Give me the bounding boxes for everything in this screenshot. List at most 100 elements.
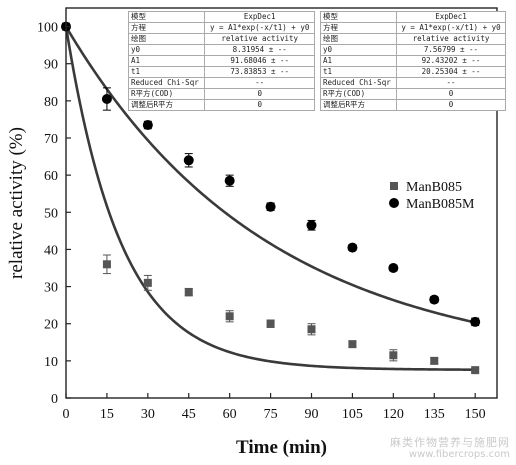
- fit-table-key: Reduced Chi-Sqr: [127, 77, 206, 89]
- point-square: [225, 312, 234, 321]
- fit-table-key: Reduced Chi-Sqr: [320, 77, 397, 89]
- fit-table-manb085: 模型 ExpDec1 方程 y = A1*exp(-x/t1) + y0 绘图 relat…: [320, 11, 507, 111]
- fit-table-row: 模型 ExpDec1: [127, 11, 315, 23]
- x-tick-label: 30: [141, 407, 155, 422]
- fit-table-value: relative activity: [395, 33, 507, 45]
- x-tick-label: 105: [342, 407, 363, 422]
- x-tick-label: 75: [264, 407, 278, 422]
- axes: 0 15 30 45 60 75 90 105 120 135 150 0 10 20 30 40 50 60 70…: [37, 7, 498, 422]
- x-axis-title: Time (min): [236, 437, 327, 458]
- fit-table-row: A1 91.68046 ± --: [127, 55, 315, 67]
- fit-table-row: Reduced Chi-Sqr --: [127, 77, 315, 89]
- fit-table-row: R平方(COD) 0: [320, 88, 507, 100]
- y-tick-label: 40: [44, 243, 58, 258]
- watermark-line-1: 麻类作物营养与施肥网: [390, 436, 510, 449]
- point-circle: [265, 201, 276, 212]
- data-points: [61, 21, 481, 375]
- y-tick-label: 50: [44, 206, 58, 221]
- x-tick-label: 45: [182, 407, 196, 422]
- y-tick-label: 60: [44, 169, 58, 184]
- fit-table-row: 方程 y = A1*exp(-x/t1) + y0: [320, 22, 507, 34]
- fit-table-value: 73.83853 ± --: [204, 66, 315, 78]
- fit-table-value: 0: [395, 99, 507, 111]
- fit-table-row: 模型 ExpDec1: [320, 11, 507, 23]
- fit-table-value: y = A1*exp(-x/t1) + y0: [204, 22, 315, 34]
- fit-table-key: 模型: [127, 11, 206, 23]
- point-circle: [470, 316, 481, 327]
- y-tick-label: 20: [44, 318, 58, 333]
- point-circle: [429, 294, 440, 305]
- point-square: [430, 356, 439, 365]
- x-tick-label: 135: [424, 407, 445, 422]
- y-tick-label: 0: [51, 392, 58, 407]
- fit-table-key: 方程: [320, 22, 397, 34]
- fit-table-row: y0 7.56799 ± --: [320, 44, 507, 56]
- x-tick-label: 0: [63, 407, 70, 422]
- fit-table-key: y0: [127, 44, 206, 56]
- watermark: 麻类作物营养与施肥网 www.fibercrops.com: [390, 437, 510, 461]
- fit-table-row: R平方(COD) 0: [127, 88, 315, 100]
- fit-table-value: 0: [204, 99, 315, 111]
- y-tick-label: 80: [44, 95, 58, 110]
- point-square: [184, 288, 193, 297]
- point-square: [348, 340, 357, 349]
- point-circle: [347, 242, 358, 253]
- fit-table-row: 方程 y = A1*exp(-x/t1) + y0: [127, 22, 315, 34]
- fit-table-row: t1 20.25304 ± --: [320, 66, 507, 78]
- fit-table-value: --: [395, 77, 507, 89]
- fit-table-row: 调整后R平方 0: [320, 99, 507, 111]
- fit-table-value: 91.68046 ± --: [204, 55, 315, 67]
- fit-table-value: 92.43202 ± --: [395, 55, 507, 67]
- legend-marker-square: [390, 182, 398, 190]
- point-square: [389, 351, 398, 360]
- x-tick-label: 120: [383, 407, 404, 422]
- x-tick-label: 90: [305, 407, 319, 422]
- fit-table-row: t1 73.83853 ± --: [127, 66, 315, 78]
- fit-table-row: 绘图 relative activity: [320, 33, 507, 45]
- fit-table-value: 0: [395, 88, 507, 100]
- fit-table-value: 7.56799 ± --: [395, 44, 507, 56]
- fit-table-value: 8.31954 ± --: [204, 44, 315, 56]
- fit-table-manb085m: 模型 ExpDec1 方程 y = A1*exp(-x/t1) + y0 绘图 relat…: [127, 11, 315, 111]
- fit-table-key: 绘图: [127, 33, 206, 45]
- point-circle: [183, 155, 194, 166]
- fit-table-key: 绘图: [320, 33, 397, 45]
- fit-table-key: 调整后R平方: [127, 99, 206, 111]
- x-tick-label: 60: [223, 407, 237, 422]
- point-circle: [142, 120, 153, 130]
- y-tick-label: 100: [37, 21, 58, 36]
- x-tick-label: 150: [465, 407, 486, 422]
- y-axis-title: relative activity (%): [6, 127, 27, 279]
- fit-table-value: ExpDec1: [395, 11, 507, 23]
- fit-table-value: relative activity: [204, 33, 315, 45]
- y-tick-label: 10: [44, 355, 58, 370]
- fit-table-key: A1: [127, 55, 206, 67]
- x-tick-label: 15: [100, 407, 114, 422]
- point-circle: [224, 175, 235, 186]
- point-square: [143, 278, 152, 287]
- legend-marker-circle: [389, 198, 399, 208]
- point-square: [307, 325, 316, 334]
- legend: ManB085 ManB085M: [389, 180, 475, 212]
- point-circle: [306, 220, 317, 231]
- fit-table-key: R平方(COD): [127, 88, 206, 100]
- fit-table-key: A1: [320, 55, 397, 67]
- y-tick-label: 70: [44, 132, 58, 147]
- fit-table-value: y = A1*exp(-x/t1) + y0: [395, 22, 507, 34]
- y-tick-label: 30: [44, 281, 58, 296]
- fit-table-key: t1: [320, 66, 397, 78]
- fit-table-row: 调整后R平方 0: [127, 99, 315, 111]
- fit-table-row: 绘图 relative activity: [127, 33, 315, 45]
- fit-table-row: Reduced Chi-Sqr --: [320, 77, 507, 89]
- fit-table-key: y0: [320, 44, 397, 56]
- fit-table-key: 调整后R平方: [320, 99, 397, 111]
- legend-label: ManB085M: [406, 197, 475, 212]
- fit-table-value: --: [204, 77, 315, 89]
- fit-table-key: 模型: [320, 11, 397, 23]
- fit-table-value: 0: [204, 88, 315, 100]
- error-bars: [102, 87, 480, 373]
- point-square: [102, 260, 111, 269]
- legend-label: ManB085: [406, 180, 462, 195]
- fit-curve: [64, 25, 476, 324]
